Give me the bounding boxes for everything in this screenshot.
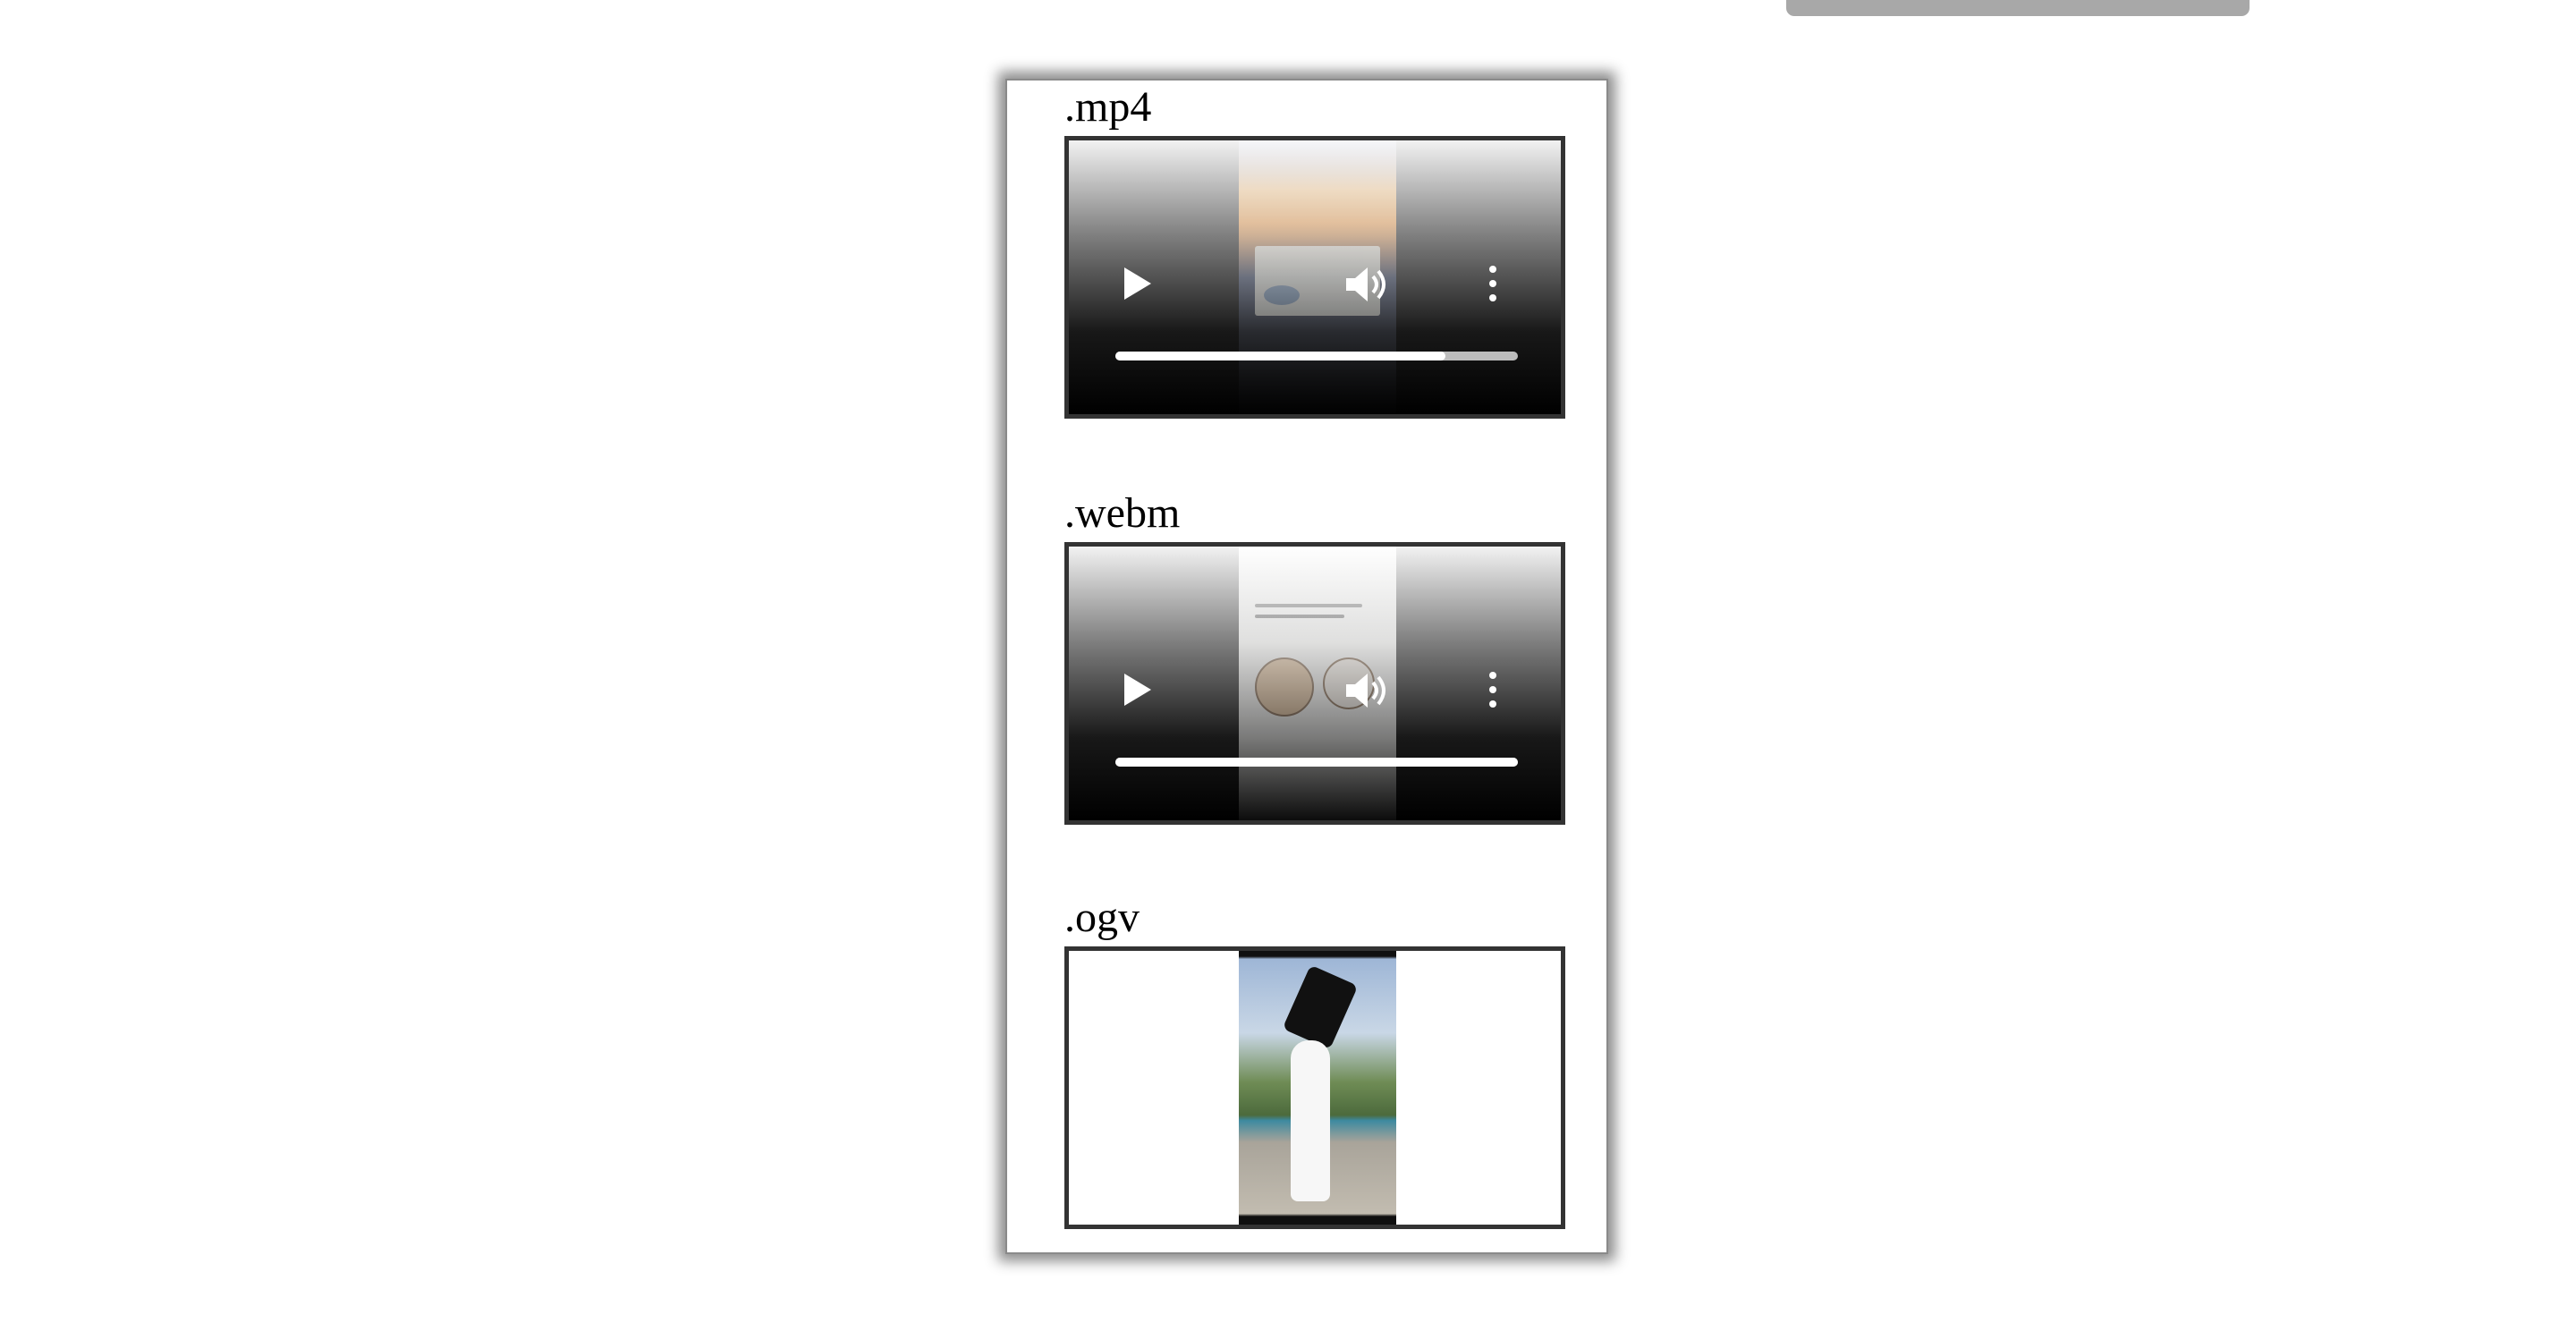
video-player-webm[interactable] xyxy=(1064,542,1565,825)
play-icon[interactable] xyxy=(1124,267,1151,300)
video-card: .mp4 .webm xyxy=(1005,79,1608,1254)
more-vertical-icon[interactable] xyxy=(1489,672,1496,711)
progress-fill xyxy=(1115,758,1518,767)
video-label: .webm xyxy=(1064,489,1181,537)
video-player-mp4[interactable] xyxy=(1064,136,1565,419)
volume-icon[interactable] xyxy=(1344,670,1389,711)
play-icon[interactable] xyxy=(1124,674,1151,706)
video-block-mp4: .mp4 xyxy=(1064,86,1565,419)
video-block-webm: .webm xyxy=(1064,492,1565,825)
top-scrollbar[interactable] xyxy=(1786,0,2250,16)
volume-icon[interactable] xyxy=(1344,264,1389,305)
more-vertical-icon[interactable] xyxy=(1489,266,1496,305)
video-label: .mp4 xyxy=(1064,83,1152,131)
video-player-ogv[interactable] xyxy=(1064,946,1565,1229)
progress-bar[interactable] xyxy=(1115,758,1518,767)
bag-graphic xyxy=(1282,964,1359,1050)
video-label: .ogv xyxy=(1064,894,1140,941)
progress-bar[interactable] xyxy=(1115,352,1518,360)
person-graphic xyxy=(1291,1040,1330,1201)
video-block-ogv: .ogv xyxy=(1064,896,1565,1229)
progress-fill xyxy=(1115,352,1445,360)
video-thumbnail xyxy=(1239,951,1396,1225)
